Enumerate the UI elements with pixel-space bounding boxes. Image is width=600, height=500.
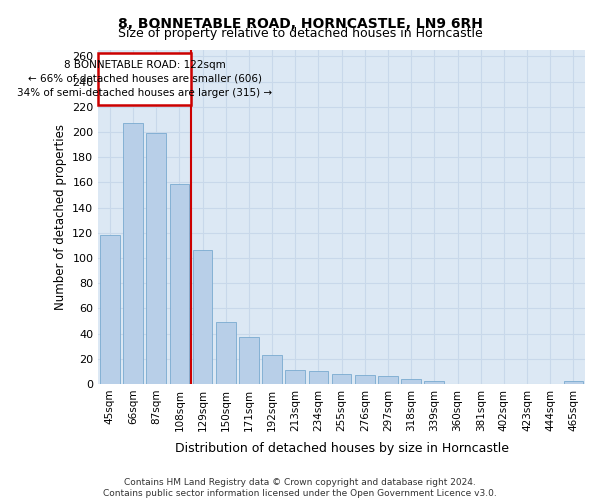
Text: 34% of semi-detached houses are larger (315) →: 34% of semi-detached houses are larger (…: [17, 88, 272, 98]
Bar: [286, 370, 305, 384]
Bar: [424, 382, 444, 384]
Bar: [355, 375, 374, 384]
Bar: [239, 338, 259, 384]
Text: ← 66% of detached houses are smaller (606): ← 66% of detached houses are smaller (60…: [28, 74, 262, 84]
Text: Contains HM Land Registry data © Crown copyright and database right 2024.
Contai: Contains HM Land Registry data © Crown c…: [103, 478, 497, 498]
Text: 8, BONNETABLE ROAD, HORNCASTLE, LN9 6RH: 8, BONNETABLE ROAD, HORNCASTLE, LN9 6RH: [118, 18, 482, 32]
Bar: [563, 382, 583, 384]
Bar: [262, 355, 282, 384]
Bar: [378, 376, 398, 384]
Bar: [216, 322, 236, 384]
Bar: [308, 372, 328, 384]
Bar: [170, 184, 189, 384]
Y-axis label: Number of detached properties: Number of detached properties: [53, 124, 67, 310]
Text: 8 BONNETABLE ROAD: 122sqm: 8 BONNETABLE ROAD: 122sqm: [64, 60, 226, 70]
Bar: [193, 250, 212, 384]
Bar: [98, 52, 191, 106]
X-axis label: Distribution of detached houses by size in Horncastle: Distribution of detached houses by size …: [175, 442, 509, 455]
Bar: [123, 123, 143, 384]
Bar: [332, 374, 352, 384]
Text: Size of property relative to detached houses in Horncastle: Size of property relative to detached ho…: [118, 28, 482, 40]
Bar: [146, 133, 166, 384]
Bar: [401, 379, 421, 384]
Bar: [100, 235, 120, 384]
